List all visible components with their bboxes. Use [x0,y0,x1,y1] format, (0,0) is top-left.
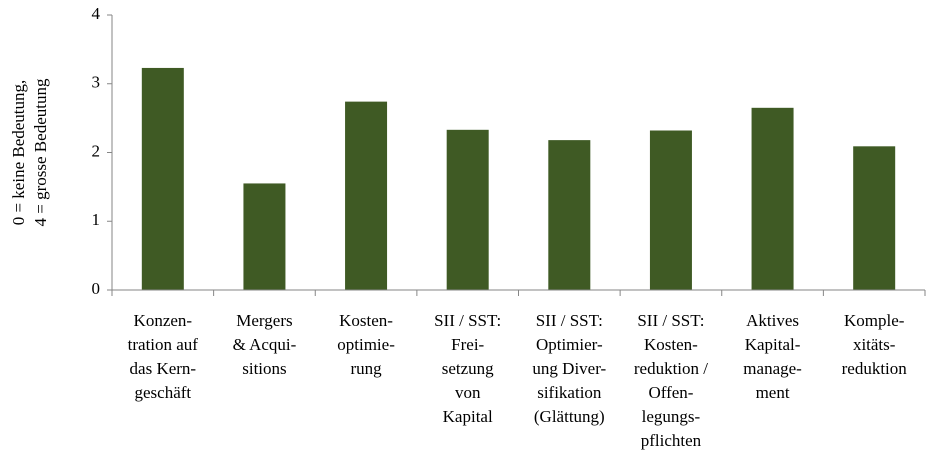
bar [243,183,286,290]
y-tick-label: 3 [92,73,101,92]
bar [751,107,794,290]
bar [345,101,388,290]
x-tick-label-line: Optimier- [536,335,603,354]
x-tick-label-line: SII / SST: [637,311,704,330]
x-tick-label-line: optimie- [337,335,395,354]
x-tick-label-line: Konzen- [134,311,193,330]
x-tick-label: Aktives Kapital-manage-ment [743,311,802,402]
x-tick-label-line: pflichten [641,431,702,450]
x-tick-label-line: reduktion [842,359,908,378]
x-tick-label-line: ung Diver- [532,359,606,378]
x-tick-label-line: Aktives [746,311,799,330]
y-tick-label: 2 [92,141,101,160]
y-axis-label: 4 = grosse Bedeutung [31,78,50,226]
x-tick-label-line: xitäts- [853,335,896,354]
y-axis-label: 0 = keine Bedeutung, [9,80,28,226]
x-tick-label-line: Kosten- [339,311,393,330]
y-tick-label: 0 [92,279,101,298]
x-tick-label-line: Mergers [236,311,292,330]
bar [649,130,692,290]
x-tick-label: Kosten-optimie-rung [337,311,395,378]
x-tick-label-line: manage- [743,359,802,378]
x-tick-label-line: das Kern- [130,359,197,378]
x-tick-label: Mergers & Acqui-sitions [233,311,297,378]
x-tick-label-line: & Acqui- [233,335,297,354]
x-tick-label-line: von [455,383,481,402]
x-tick-label-line: (Glättung) [534,407,605,426]
x-tick-label: Konzen-tration auf das Kern-geschäft [128,311,199,402]
x-tick-label: SII / SST: Frei-setzung von Kapital [434,311,501,426]
x-tick-label-line: SII / SST: [536,311,603,330]
x-tick-label-line: reduktion / [634,359,708,378]
y-tick-label: 4 [92,4,101,23]
x-tick-label-line: legungs- [642,407,701,426]
x-tick-label-line: rung [350,359,382,378]
x-tick-label-line: sifikation [537,383,602,402]
x-tick-label-line: Kosten- [644,335,698,354]
x-tick-label-line: tration auf [128,335,199,354]
x-tick-label-line: geschäft [134,383,191,402]
bar [446,129,489,290]
bar [141,67,184,290]
x-tick-label-line: SII / SST: [434,311,501,330]
x-tick-label: SII / SST: Optimier-ung Diver-sifikation (… [532,311,606,426]
x-tick-label-line: Kapital [443,407,493,426]
bar [853,146,896,290]
x-tick-label-line: Offen- [648,383,693,402]
x-tick-label: SII / SST: Kosten-reduktion / Offen-legung… [634,311,708,450]
x-tick-label-line: Frei- [451,335,484,354]
bar [548,140,591,290]
x-tick-label: Komple-xitäts-reduktion [842,311,908,378]
x-tick-label-line: Komple- [844,311,905,330]
x-tick-label-line: ment [756,383,790,402]
y-tick-label: 1 [92,210,101,229]
x-tick-label-line: sitions [242,359,286,378]
x-tick-label-line: setzung [442,359,494,378]
x-tick-label-line: Kapital- [745,335,801,354]
